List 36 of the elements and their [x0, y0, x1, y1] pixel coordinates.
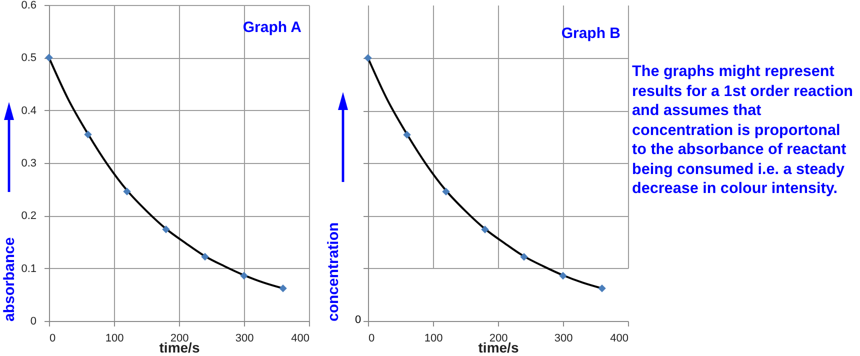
x-tick-label: 100: [105, 332, 124, 344]
y-tick-label: 0.6: [21, 0, 36, 12]
y-tick-label: 0: [30, 316, 36, 328]
point: [84, 130, 92, 138]
x-tick-label: 0: [50, 332, 56, 344]
text: The graphs might represent results for a 1st order reaction and assumes that concentration is proportonal to the absorbance of reactant being consumed i.e. a steady decrease in colour intensity.: [632, 62, 854, 198]
x-tick-label: 100: [424, 332, 443, 344]
point: [123, 188, 131, 196]
point: [559, 272, 567, 280]
x-tick-label: 0: [368, 332, 375, 344]
x-tick-label: 200: [170, 332, 189, 344]
point: [240, 272, 248, 280]
point: [598, 284, 606, 292]
y-tick-label: 0.2: [21, 210, 36, 222]
point: [520, 252, 528, 261]
point: [162, 225, 170, 234]
point: [442, 188, 450, 196]
point: [45, 54, 53, 62]
y-axis-title: absorbance: [1, 237, 18, 322]
x-tick-label: 400: [291, 332, 310, 344]
y-tick-label: 0.1: [21, 262, 36, 275]
chart-title: Graph B: [561, 25, 621, 42]
y-tick-label: 0.4: [21, 104, 36, 117]
text: Graph A: [242, 19, 302, 36]
x-tick-label: 200: [489, 332, 508, 344]
y-tick-label: 0.5: [21, 52, 36, 64]
x-tick-label: 400: [610, 332, 628, 344]
x-tick-label: 300: [554, 332, 573, 344]
point: [403, 130, 411, 139]
x-tick-label: 300: [235, 332, 254, 344]
y-axis-title: concentration: [325, 222, 342, 322]
text: 0: [355, 314, 362, 326]
y-tick-label: 0.3: [21, 158, 36, 170]
point: [279, 284, 287, 292]
point: [481, 226, 489, 234]
point: [201, 252, 209, 261]
